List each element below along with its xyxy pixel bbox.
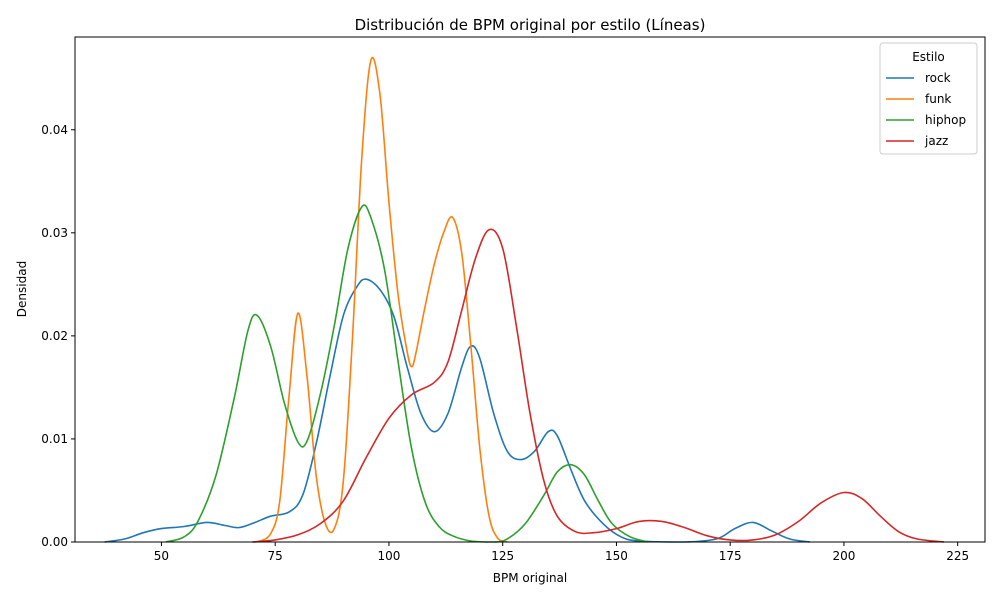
- y-tick-label: 0.00: [41, 535, 68, 549]
- x-tick-label: 50: [154, 549, 169, 563]
- x-tick-label: 75: [268, 549, 283, 563]
- x-tick-label: 125: [491, 549, 514, 563]
- y-axis-label: Densidad: [15, 261, 29, 317]
- x-axis-label: BPM original: [493, 571, 568, 585]
- x-tick-label: 225: [946, 549, 969, 563]
- y-tick-label: 0.04: [41, 123, 68, 137]
- series-line-jazz: [252, 228, 945, 543]
- legend-label-jazz: jazz: [924, 134, 948, 148]
- legend-box: [879, 42, 978, 155]
- series-lines: [104, 57, 945, 543]
- series-line-rock: [104, 278, 810, 543]
- axes-frame: [74, 36, 986, 543]
- series-line-funk: [256, 57, 508, 543]
- legend-label-funk: funk: [925, 92, 951, 106]
- legend-title: Estilo: [912, 50, 945, 64]
- x-tick-label: 100: [377, 549, 400, 563]
- legend-items: rock funk hiphop jazz: [886, 71, 966, 148]
- legend-label-hiphop: hiphop: [925, 113, 966, 127]
- legend-label-rock: rock: [925, 71, 951, 85]
- x-axis-ticks: 50 75 100 125 150 175 200 225: [154, 542, 969, 563]
- chart-title: Distribución de BPM original por estilo …: [355, 16, 706, 34]
- plot-area: 50 75 100 125 150 175 200 225 0.000.010.020.030…: [41, 36, 986, 563]
- y-tick-label: 0.02: [41, 329, 68, 343]
- y-tick-label: 0.03: [41, 226, 68, 240]
- x-tick-label: 150: [605, 549, 628, 563]
- legend: Estilo rock funk hiphop jazz: [879, 42, 978, 155]
- series-line-hiphop: [165, 204, 649, 543]
- x-tick-label: 175: [719, 549, 742, 563]
- y-axis-ticks: 0.00 0.01 0.02 0.03 0.04: [41, 123, 75, 549]
- y-tick-label: 0.01: [41, 432, 68, 446]
- x-tick-label: 200: [832, 549, 855, 563]
